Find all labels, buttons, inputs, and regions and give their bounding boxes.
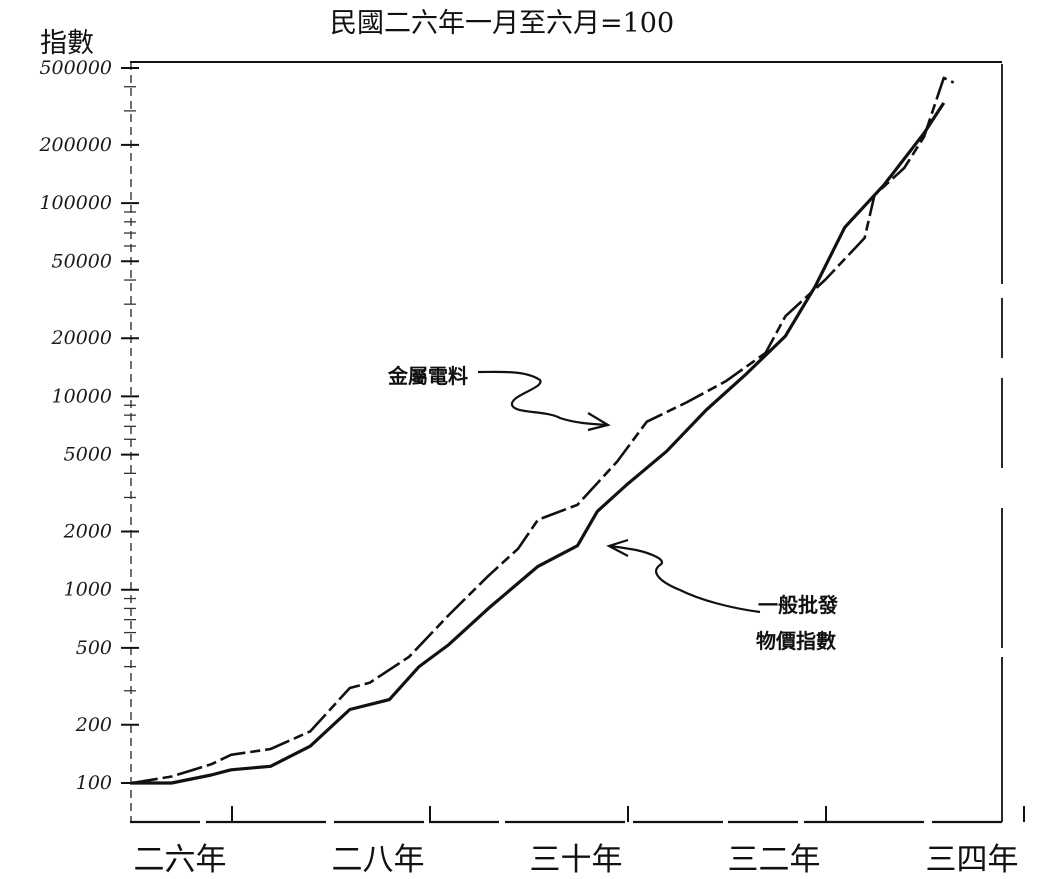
series-lines (131, 76, 955, 785)
y-tick-label: 100000 (39, 192, 112, 214)
y-tick-label: 100 (76, 772, 112, 794)
annotation-wholesale-arrowhead (606, 538, 629, 557)
x-tick-label: 三十年 (530, 842, 623, 878)
chart-title: 民國二六年一月至六月=100 (330, 8, 674, 39)
y-minor-ticks (124, 86, 136, 692)
annotation-wholesale-arrow (608, 544, 761, 614)
y-tick-label: 500000 (39, 57, 112, 79)
x-tick-label: 二六年 (134, 842, 227, 878)
annotation-wholesale-line2: 物價指數 (756, 629, 836, 653)
x-tick-label: 二八年 (332, 842, 425, 878)
y-axis-label: 指數 (40, 28, 94, 59)
annotation-wholesale-line1: 一般批發 (758, 593, 838, 617)
series-line-metal-electrical (131, 76, 955, 785)
x-tick-label: 三四年 (926, 842, 1019, 878)
annotation-metal-arrow (477, 370, 609, 427)
y-tick-label: 1000 (64, 579, 112, 601)
y-tick-label: 10000 (52, 385, 112, 407)
y-tick-label: 200000 (38, 134, 112, 156)
y-tick-labels: 100 200 500 1000 2000 5000 10000 20000 50000 1000… (38, 57, 139, 794)
y-tick-label: 2000 (63, 521, 112, 543)
y-tick-label: 20000 (51, 327, 112, 349)
y-tick-label: 200 (75, 714, 112, 736)
series-line-wholesale-index (132, 102, 946, 785)
annotation-metal-electrical: 金屬電料 (387, 364, 468, 388)
annotation-metal-arrowhead (587, 412, 611, 432)
y-tick-label: 500 (76, 637, 112, 659)
y-tick-label: 5000 (64, 444, 112, 466)
x-tick-labels: 二六年 二八年 三十年 三二年 三四年 (134, 806, 1025, 878)
x-tick-label: 三二年 (728, 842, 821, 878)
axis-frame (130, 61, 1003, 824)
y-tick-label: 50000 (52, 250, 112, 272)
